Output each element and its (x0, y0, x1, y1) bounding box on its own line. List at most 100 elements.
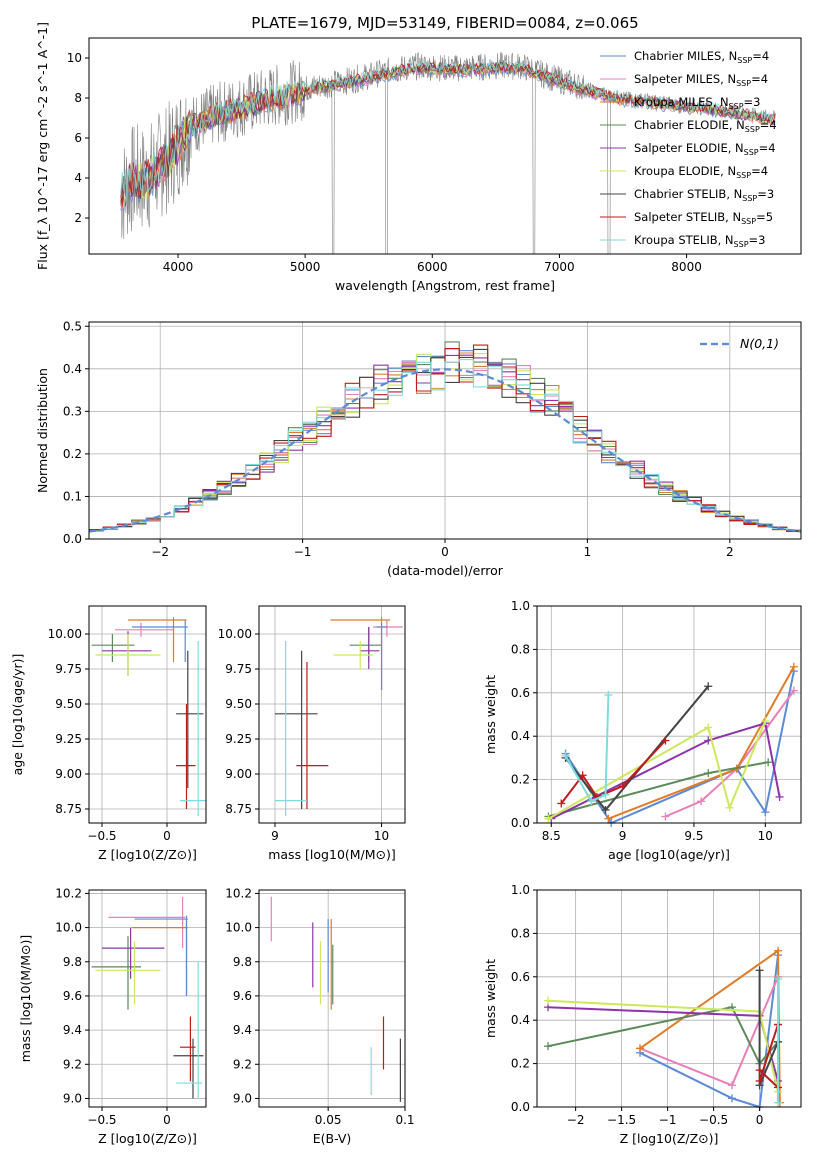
x-tick-label: 0.05 (315, 1113, 342, 1127)
y-tick-label: 9.75 (225, 662, 252, 676)
plot-area-mass-vs-Z (91, 896, 204, 1099)
y-tick-label: 9.50 (225, 697, 252, 711)
spectrum-legend: Chabrier MILES, NSSP=4 Salpeter MILES, NS… (600, 49, 777, 249)
y-axis-label: mass weight (483, 959, 498, 1038)
legend-sub: SSP (736, 171, 751, 180)
y-tick-label: 9.75 (55, 662, 82, 676)
legend-sub: SSP (742, 194, 757, 203)
y-tick-label: 6 (74, 131, 82, 145)
legend-eq: =4 (752, 49, 769, 63)
weight-line-4 (547, 1006, 779, 1082)
y-tick-label: 9.8 (233, 955, 252, 969)
axes-frame (88, 889, 207, 1108)
y-tick-label: 9.4 (63, 1023, 82, 1037)
axes-weight-vs-age: 8.5 9 9.5 10 0.0 0.2 0.4 0.6 0.8 1.0 age [log10(ag… (483, 599, 802, 862)
y-tick-label: 9.25 (55, 732, 82, 746)
y-tick-label: 9.0 (63, 1091, 82, 1105)
legend-eq: =3 (744, 95, 761, 109)
y-tick-label: 0.8 (511, 926, 530, 940)
legend-sub: SSP (737, 56, 752, 65)
x-tick-label: −2 (151, 545, 169, 559)
axes-mass-vs-Z: −0.5 0 9.0 9.2 9.4 9.6 9.8 10.0 10.2 Z [log10(Z/Z… (18, 886, 207, 1146)
y-tick-label: 9.6 (63, 989, 82, 1003)
y-tick-label: 0.6 (511, 970, 530, 984)
weight-line-8 (564, 694, 610, 803)
y-tick-label: 0.2 (63, 447, 82, 461)
x-tick-label: 0.1 (395, 1113, 414, 1127)
y-axis-label: mass weight (483, 675, 498, 754)
axes-frame (536, 889, 802, 1108)
weight-line-1 (665, 690, 795, 818)
x-tick-label: 10 (758, 829, 773, 843)
legend-label-2: Kroupa MILES, NSSP=3 (634, 95, 760, 111)
y-tick-label: 9.25 (225, 732, 252, 746)
legend-eq: =4 (751, 164, 768, 178)
y-tick-label: 9.6 (233, 989, 252, 1003)
x-tick-label: 6000 (417, 260, 448, 274)
plot-area-age-vs-Z (91, 617, 206, 816)
y-tick-label: 2 (74, 211, 82, 225)
axes-frame (88, 37, 802, 255)
weight-line-0 (639, 954, 779, 1109)
x-tick-label: 1 (584, 545, 592, 559)
y-tick-label: 10 (67, 51, 82, 65)
x-axis-label: (data-model)/error (387, 563, 504, 578)
x-axis-label: wavelength [Angstrom, rest frame] (335, 278, 555, 293)
x-tick-label: 8000 (671, 260, 702, 274)
x-tick-label: 2 (726, 545, 734, 559)
y-tick-label: 9.50 (55, 697, 82, 711)
y-tick-label: 9.00 (55, 767, 82, 781)
y-tick-label: 0.5 (63, 319, 82, 333)
plot-area-spectrum (120, 52, 776, 254)
legend-sub: SSP (745, 125, 760, 134)
y-tick-label: 8.75 (225, 802, 252, 816)
x-tick-label: 10 (374, 829, 389, 843)
y-tick-label: 0.2 (511, 773, 530, 787)
y-tick-label: 10.2 (225, 886, 252, 900)
y-tick-label: 0.8 (511, 642, 530, 656)
legend-label-3: Chabrier ELODIE, NSSP=4 (634, 118, 777, 134)
x-tick-label: 5000 (290, 260, 321, 274)
x-tick-label: −1 (294, 545, 312, 559)
plot-area-weight-vs-Z (544, 946, 784, 1111)
weight-line-1 (639, 976, 779, 1087)
legend-label-6: Chabrier STELIB, NSSP=3 (634, 187, 774, 203)
y-tick-label: 0.0 (511, 816, 530, 830)
x-axis-label: Z [log10(Z/Z⊙)] (98, 847, 197, 862)
x-tick-label: 7000 (544, 260, 575, 274)
x-tick-label: 9.5 (684, 829, 703, 843)
x-tick-label: 9 (619, 829, 627, 843)
model-spectrum-8 (120, 59, 776, 206)
axes-age-vs-Z: −0.5 0 8.75 9.00 9.25 9.50 9.75 10.00 Z [log10(Z… (10, 605, 207, 862)
legend-sub: SSP (729, 102, 744, 111)
legend-label-4: Salpeter ELODIE, NSSP=4 (634, 141, 776, 157)
plot-area-age-vs-mass (274, 617, 403, 816)
legend-sub: SSP (736, 79, 751, 88)
x-tick-label: 0 (163, 1113, 171, 1127)
y-tick-label: 10.00 (48, 627, 82, 641)
histogram-8 (89, 359, 801, 533)
axes-frame (258, 889, 406, 1108)
y-tick-label: 1.0 (511, 599, 530, 613)
plot-area-residuals (89, 341, 801, 534)
x-tick-label: 0 (756, 1113, 764, 1127)
axes-frame (88, 605, 207, 824)
weight-line-5 (547, 720, 767, 820)
y-tick-label: 8 (74, 91, 82, 105)
legend-eq: =4 (751, 72, 768, 86)
axes-age-vs-mass: 9 10 8.75 9.00 9.25 9.50 9.75 10.00 mass [log10(… (218, 605, 406, 862)
legend-label-7: Salpeter STELIB, NSSP=5 (634, 210, 773, 226)
x-tick-label: −1 (659, 1113, 677, 1127)
weight-line-0 (564, 670, 795, 825)
x-tick-label: −1.5 (607, 1113, 636, 1127)
y-tick-label: 9.2 (63, 1057, 82, 1071)
axes-residuals: −2 −1 0 1 2 0.0 0.1 0.2 0.3 0.4 0.5 (data-model)/er… (35, 319, 802, 578)
legend-eq: =5 (756, 210, 773, 224)
legend-label-5: Kroupa ELODIE, NSSP=4 (634, 164, 768, 180)
legend-label-1: Salpeter MILES, NSSP=4 (634, 72, 768, 88)
y-tick-label: 10.00 (218, 627, 252, 641)
legend-label-8: Kroupa STELIB, NSSP=3 (634, 233, 765, 249)
plot-area-mass-vs-EBV (270, 896, 401, 1102)
x-tick-label: 4000 (163, 260, 194, 274)
